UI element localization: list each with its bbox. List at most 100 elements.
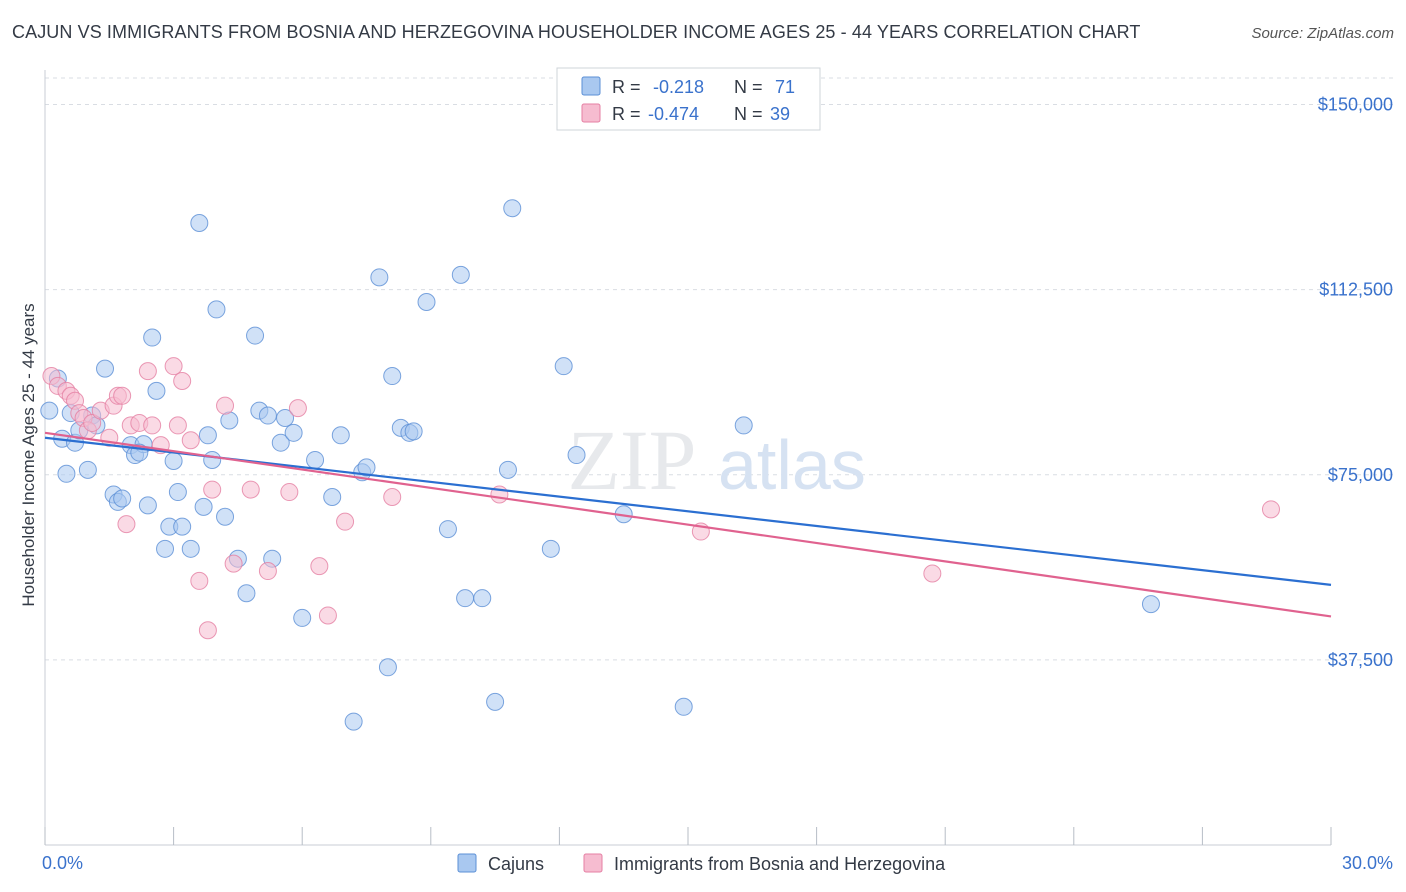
cajun-point-61 [503,199,522,218]
cajun-point-48 [357,458,376,477]
bosnia-point-35 [336,512,355,531]
series-legend: Cajuns Immigrants from Bosnia and Herzeg… [457,853,946,874]
bosnia-point-20 [164,357,183,376]
cajun-point-39 [271,433,290,452]
y-tick-label-1: $75,000 [1328,465,1393,485]
cajun-point-23 [168,483,187,502]
legend-label-cajuns: Cajuns [488,854,544,874]
cajun-point-22 [164,451,183,470]
watermark-atlas: atlas [718,426,866,504]
cajun-point-56 [451,265,470,284]
x-tick-label-0: 0.0% [42,853,83,873]
bosnia-point-34 [318,606,337,625]
cajun-trend-line [44,436,1332,586]
bosnia-point-24 [190,571,209,590]
cajun-point-40 [276,409,295,428]
cajun-point-60 [498,460,517,479]
cajun-point-17 [138,496,157,515]
stats-n-label-2: N = [734,104,763,124]
cajun-point-43 [306,450,325,469]
cajun-point-24 [173,517,192,536]
cajun-point-19 [147,381,166,400]
stats-legend: R = -0.218 N = 71 R = -0.474 N = 39 [556,67,821,131]
chart-title: CAJUN VS IMMIGRANTS FROM BOSNIA AND HERZ… [12,22,1141,42]
bosnia-point-39 [923,564,942,583]
stats-n-value-1: 71 [775,77,795,97]
bosnia-point-23 [181,431,200,450]
tick-labels: $37,500 $75,000 $112,500 $150,000 0.0% 30.0% [42,95,1393,873]
bosnia-point-29 [241,480,260,499]
bosnia-point-25 [198,621,217,640]
cajun-point-31 [216,507,235,526]
cajun-point-42 [293,608,312,627]
stats-swatch-pink [581,103,601,123]
cajun-point-54 [417,293,436,312]
cajun-point-41 [284,423,303,442]
bosnia-point-22 [173,371,192,390]
bosnia-point-17 [138,362,157,381]
bosnia-point-27 [216,396,235,415]
cajun-point-20 [156,539,175,558]
cajun-point-59 [486,692,505,711]
cajun-point-62 [541,539,560,558]
stats-r-label-1: R = [612,77,641,97]
bosnia-point-32 [288,399,307,418]
cajun-point-50 [383,367,402,386]
y-axis-label: Householder Income Ages 25 - 44 years [19,303,38,606]
cajun-point-44 [323,487,342,506]
cajun-point-10 [96,359,115,378]
cajun-point-57 [456,589,475,608]
source-label: Source: ZipAtlas.com [1251,25,1394,42]
cajun-point-64 [567,446,586,465]
cajun-point-66 [674,697,693,716]
cajun-point-13 [113,489,132,508]
bosnia-point-26 [203,480,222,499]
cajun-point-3 [57,464,76,483]
stats-r-value-1: -0.218 [653,77,704,97]
watermark-zip: ZIP [568,412,697,508]
cajun-point-18 [143,328,162,347]
cajun-point-58 [473,589,492,608]
y-tick-label-3: $150,000 [1318,95,1393,115]
trend-layer [44,431,1332,618]
bosnia-point-21 [168,416,187,435]
cajun-point-27 [194,497,213,516]
watermark: ZIP atlas [568,412,866,508]
cajun-point-30 [207,300,226,319]
cajun-point-69 [378,658,397,677]
y-tick-label-2: $112,500 [1319,280,1393,300]
bosnia-point-40 [1261,500,1280,519]
cajun-point-25 [181,539,200,558]
cajun-point-37 [258,406,277,425]
stats-n-label-1: N = [734,77,763,97]
stats-n-value-2: 39 [770,104,790,124]
bosnia-point-31 [280,483,299,502]
cajun-point-68 [1141,595,1160,614]
cajun-point-28 [198,426,217,445]
stats-swatch-blue [581,76,601,96]
legend-swatch-cajuns [457,853,477,873]
cajun-point-53 [404,422,423,441]
stats-r-label-2: R = [612,104,641,124]
cajun-point-29 [203,450,222,469]
stats-legend-box [556,67,821,131]
grid-layer [45,77,1396,661]
axes-layer [44,70,1332,846]
bosnia-trend-line [44,431,1332,618]
cajun-point-26 [190,214,209,233]
stats-r-value-2: -0.474 [648,104,699,124]
cajun-point-7 [78,460,97,479]
legend-swatch-bosnia [583,853,603,873]
legend-label-bosnia: Immigrants from Bosnia and Herzegovina [614,854,946,874]
points-layer [40,199,1280,731]
x-tick-label-1: 30.0% [1342,853,1393,873]
bosnia-point-8 [83,413,102,432]
bosnia-point-36 [383,487,402,506]
cajun-point-67 [734,416,753,435]
bosnia-point-18 [143,416,162,435]
bosnia-point-13 [113,386,132,405]
cajun-point-63 [554,357,573,376]
cajun-point-55 [438,520,457,539]
cajun-point-35 [246,326,265,345]
